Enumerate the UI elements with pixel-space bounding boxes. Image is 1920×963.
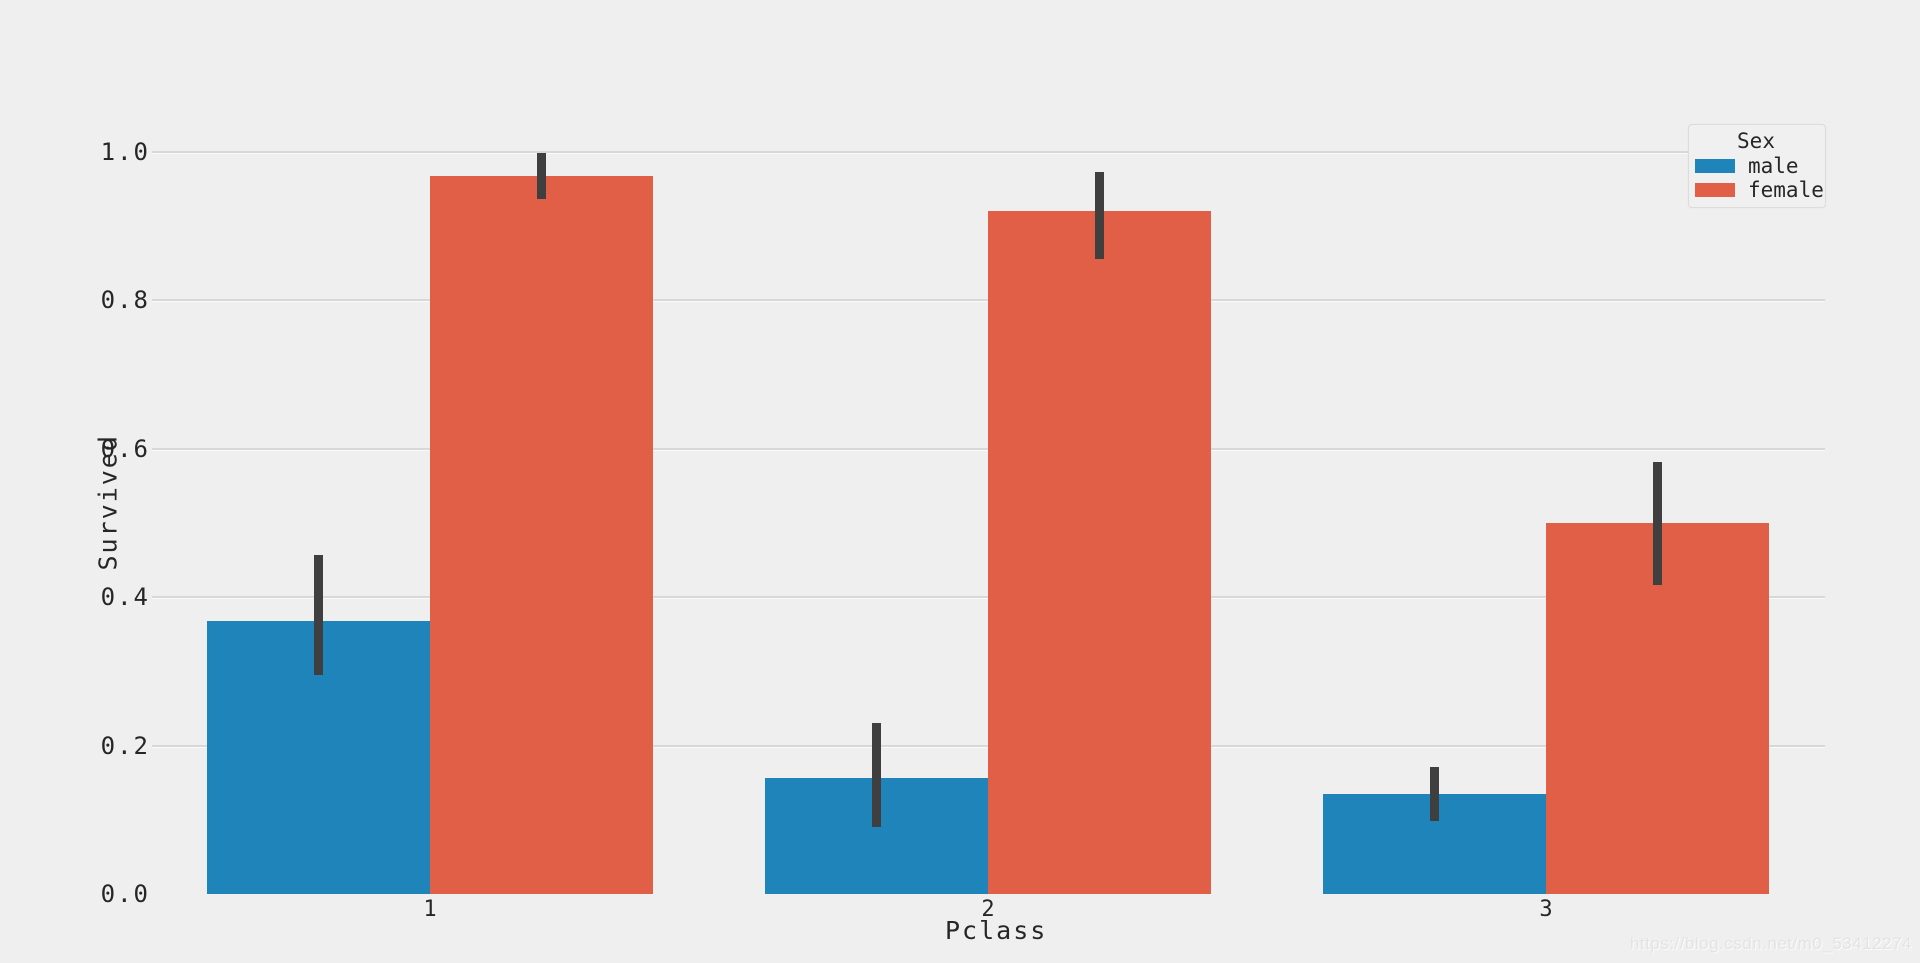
gridline-1.0: [152, 151, 1825, 154]
y-tick-label-0.6: 0.6: [100, 434, 150, 463]
legend-title: Sex: [1737, 129, 1775, 153]
x-axis-label: Pclass: [945, 916, 1048, 945]
errorbar-male-class1: [314, 554, 323, 676]
legend-entry-male: male: [1695, 154, 1817, 178]
errorbar-male-class3: [1430, 767, 1439, 822]
bar-female-class2: [988, 210, 1211, 894]
x-tick-label-2: 2: [981, 897, 995, 922]
x-tick-label-1: 1: [423, 897, 437, 922]
legend-label-male: male: [1748, 153, 1799, 178]
x-tick-label-3: 3: [1539, 897, 1553, 922]
errorbar-female-class2: [1095, 172, 1104, 259]
legend-swatch-male: [1695, 159, 1735, 173]
legend-swatch-female: [1695, 183, 1735, 197]
bar-female-class1: [430, 175, 653, 894]
legend-entry-female: female: [1695, 178, 1824, 202]
errorbar-male-class2: [872, 723, 881, 828]
y-tick-label-0.0: 0.0: [100, 880, 150, 908]
errorbar-female-class1: [537, 152, 546, 199]
watermark-text: https://blog.csdn.net/m0_53412274: [1629, 934, 1912, 953]
y-axis-label: Survived: [93, 434, 123, 571]
y-tick-label-0.8: 0.8: [100, 286, 150, 315]
y-tick-label-0.2: 0.2: [100, 731, 150, 760]
y-tick-label-0.4: 0.4: [100, 583, 150, 612]
y-tick-label-1.0: 1.0: [100, 138, 150, 166]
legend: Sex male female: [1688, 124, 1826, 208]
legend-label-female: female: [1748, 177, 1824, 202]
errorbar-female-class3: [1653, 462, 1662, 586]
